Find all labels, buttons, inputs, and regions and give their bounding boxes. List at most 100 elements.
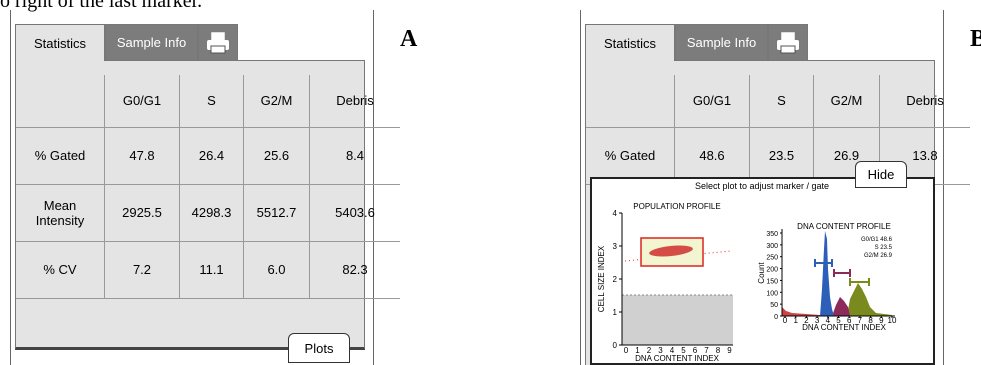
x-tick-label: 1 [635, 346, 640, 355]
table-cell: 47.8 [104, 127, 180, 185]
table-cell: 11.1 [179, 241, 244, 299]
table-cell: 82.3 [309, 241, 400, 299]
tab-statistics[interactable]: Statistics [585, 24, 675, 61]
x-tick-label: 7 [858, 316, 863, 325]
hide-button[interactable]: Hide [855, 161, 907, 188]
x-tick-label: 4 [826, 316, 831, 325]
x-tick-label: 4 [670, 346, 675, 355]
marker-s [833, 269, 851, 277]
stats-table: G0/G1 S G2/M Debris% Gated 48.6 23.5 26.9 13.8 [586, 75, 970, 185]
table-cell: G0/G1 [104, 75, 180, 128]
tab-print[interactable] [768, 24, 808, 60]
x-tick-label: 8 [868, 316, 873, 325]
table-cell: % Gated [586, 127, 675, 185]
y-tick-label: 200 [766, 267, 778, 274]
x-tick-label: 6 [693, 346, 698, 355]
table-cell: 6.0 [243, 241, 310, 299]
table-cell [586, 75, 675, 128]
table-cell: 25.6 [243, 127, 310, 185]
table-cell: G2/M [813, 75, 880, 128]
histogram-g0g1 [820, 231, 834, 316]
scatter-cloud [649, 245, 693, 257]
y-tick-label: 150 [766, 278, 778, 285]
stats-table: G0/G1 S G2/M Debris% Gated 47.8 26.4 25.6 8.4 Me… [16, 75, 400, 299]
y-tick-label: 1 [613, 308, 618, 317]
table-cell [16, 75, 105, 128]
printer-slot [210, 45, 226, 53]
header-row: G0/G1 S G2/M Debris [586, 75, 970, 128]
stats-panel: G0/G1 S G2/M Debris% Gated 47.8 26.4 25.6 8.4 Me… [15, 60, 400, 350]
printer-paper [211, 31, 225, 41]
marker-g2m [849, 278, 870, 286]
x-tick-label: 5 [836, 316, 841, 325]
table-cell: S [179, 75, 244, 128]
table-cell: 5512.7 [243, 184, 310, 242]
tab-sample-info[interactable]: Sample Info [675, 24, 768, 60]
table-cell: 8.4 [309, 127, 400, 185]
x-tick-label: 9 [727, 346, 732, 355]
histogram-s [832, 297, 850, 316]
table-cell: Debris [309, 75, 400, 128]
x-axis-label: DNA CONTENT INDEX [635, 354, 720, 363]
x-tick-label: 1 [793, 316, 798, 325]
legend-entry: S 23.5 [875, 245, 893, 251]
y-tick-label: 4 [613, 209, 618, 218]
plot-title: POPULATION PROFILE [633, 202, 720, 211]
x-tick-label: 9 [879, 316, 884, 325]
table-cell: % CV [16, 241, 105, 299]
y-tick-label: 0 [774, 314, 778, 321]
table-cell: 23.5 [749, 127, 814, 185]
table-cell: 4298.3 [179, 184, 244, 242]
x-tick-label: 10 [888, 316, 897, 325]
data-row: % CV 7.2 11.1 6.0 82.3 [16, 241, 400, 299]
data-row: Mean Intensity 2925.5 4298.3 5512.7 5403.6 [16, 184, 400, 242]
tab-print[interactable] [198, 24, 238, 60]
tab-statistics[interactable]: Statistics [15, 24, 105, 61]
y-axis-label: CELL SIZE INDEX [597, 245, 606, 312]
plots-button[interactable]: Plots [288, 333, 350, 363]
table-cell: 7.2 [104, 241, 180, 299]
tab-sample-info[interactable]: Sample Info [105, 24, 198, 60]
gate [640, 237, 704, 267]
table-cell: Mean Intensity [16, 184, 105, 242]
y-tick-label: 3 [613, 242, 618, 251]
y-axis-label: Count [757, 262, 766, 284]
printer-slot [780, 45, 796, 53]
x-tick-label: 2 [804, 316, 809, 325]
x-tick-label: 5 [681, 346, 686, 355]
x-tick-label: 0 [624, 346, 629, 355]
panel-label: A [400, 26, 418, 52]
y-tick-label: 0 [613, 341, 618, 350]
legend-entry: G2/M 26.9 [864, 253, 893, 259]
divider-line [10, 10, 11, 365]
divider-line [943, 10, 944, 365]
caption-fragment: o right of the last marker. [0, 0, 203, 12]
panel-label: B [970, 26, 981, 52]
printer-paper [781, 31, 795, 41]
x-tick-label: 3 [658, 346, 663, 355]
gray-region [622, 295, 733, 345]
x-tick-label: 8 [716, 346, 721, 355]
histogram-debris [782, 307, 820, 316]
table-cell: 26.9 [813, 127, 880, 185]
histogram-g2m [847, 283, 892, 316]
plot-prompt: Select plot to adjust marker / gate [695, 181, 829, 191]
marker-g0g1 [814, 259, 833, 267]
x-axis-label: DNA CONTENT INDEX [802, 323, 887, 332]
y-tick-label: 250 [766, 255, 778, 262]
x-tick-label: 3 [815, 316, 820, 325]
plot-area: Select plot to adjust marker / gate POPUL… [590, 177, 935, 365]
mini-plots: Select plot to adjust marker / gate POPUL… [597, 181, 897, 363]
x-tick-label: 6 [847, 316, 852, 325]
printer-icon [207, 31, 229, 53]
data-row: % Gated 47.8 26.4 25.6 8.4 [16, 127, 400, 185]
table-cell: Debris [879, 75, 970, 128]
table-cell: 2925.5 [104, 184, 180, 242]
table-cell: S [749, 75, 814, 128]
y-tick-label: 300 [766, 243, 778, 250]
table-cell: 26.4 [179, 127, 244, 185]
table-cell: % Gated [16, 127, 105, 185]
y-tick-label: 100 [766, 290, 778, 297]
table-cell: G2/M [243, 75, 310, 128]
